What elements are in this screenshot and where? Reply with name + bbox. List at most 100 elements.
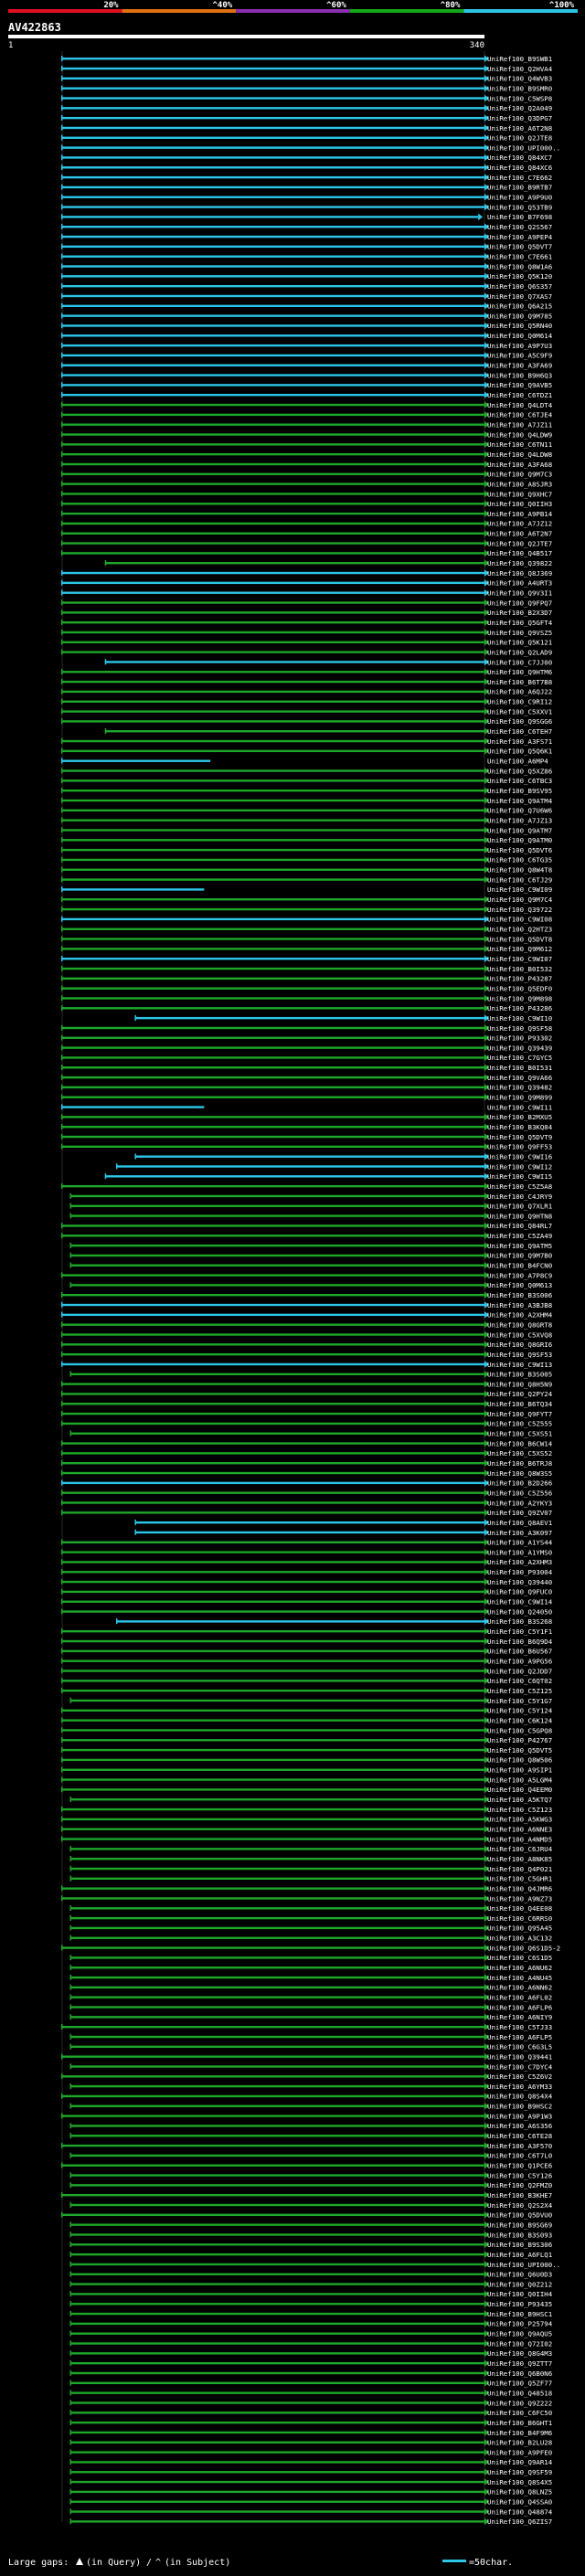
hit-label[interactable]: UniRef100_C6TEH7 [487,727,552,736]
hit-label[interactable]: UniRef100_A5KTQ7 [487,1796,552,1804]
hit-row[interactable]: UniRef100_C5XS51 [69,1430,553,1438]
hit-row[interactable]: UniRef100_B9SG69 [69,2221,553,2229]
hit-row[interactable]: UniRef100_B6TQ34 [61,1400,553,1408]
hit-label[interactable]: UniRef100_C5XS52 [487,1449,552,1458]
hit-row[interactable]: UniRef100_C6K124 [61,1716,553,1724]
hit-row[interactable]: UniRef100_Q6B0N6 [69,2369,553,2378]
hit-label[interactable]: UniRef100_Q9FUC0 [487,1588,552,1596]
hit-row[interactable]: UniRef100_Q5ZF77 [69,2380,553,2388]
hit-row[interactable]: UniRef100_C9WI11 [61,1103,552,1111]
hit-row[interactable]: UniRef100_Q5GFT4 [61,619,553,627]
hit-row[interactable]: UniRef100_Q1PCE6 [61,2162,552,2170]
hit-label[interactable]: UniRef100_B2D266 [487,1479,552,1488]
hit-label[interactable]: UniRef100_A6NIY9 [487,2013,552,2021]
hit-row[interactable]: UniRef100_B7F698 [61,213,552,221]
hit-label[interactable]: UniRef100_Q6S357 [487,282,552,291]
hit-label[interactable]: UniRef100_C5Z556 [487,1489,552,1497]
hit-label[interactable]: UniRef100_B2LU28 [487,2439,552,2447]
hit-label[interactable]: UniRef100_A6MP4 [487,758,548,766]
hit-row[interactable]: UniRef100_Q5DVT5 [61,1746,552,1754]
hit-row[interactable]: UniRef100_Q9M785 [61,312,552,320]
hit-label[interactable]: UniRef100_A6T2N8 [487,124,552,133]
hit-label[interactable]: UniRef100_A3BJB8 [487,1301,552,1309]
hit-row[interactable]: UniRef100_B6T7B8 [61,678,552,686]
hit-label[interactable]: UniRef100_A6T2N7 [487,530,552,538]
hit-label[interactable]: UniRef100_Q4LDW8 [487,451,552,459]
hit-label[interactable]: UniRef100_A6QJ22 [487,688,552,696]
hit-label[interactable]: UniRef100_Q5ZF77 [487,2380,552,2388]
hit-row[interactable]: UniRef100_Q9SF53 [61,1351,552,1359]
hit-row[interactable]: UniRef100_Q9VSZ5 [61,629,552,637]
hit-label[interactable]: UniRef100_C9WI10 [487,1014,552,1023]
hit-row[interactable]: UniRef100_Q4B517 [61,549,552,557]
hit-label[interactable]: UniRef100_A1YMS0 [487,1548,552,1556]
hit-row[interactable]: UniRef100_Q39440 [61,1578,552,1586]
hit-row[interactable]: UniRef100_Q8W1A6 [61,262,552,270]
hit-label[interactable]: UniRef100_A7JZ11 [487,420,552,429]
hit-label[interactable]: UniRef100_A3FA69 [487,362,552,370]
hit-row[interactable]: UniRef100_P25794 [69,2320,553,2328]
hit-row[interactable]: UniRef100_A6QJ22 [61,688,552,696]
hit-row[interactable]: UniRef100_A7JZ13 [61,816,552,824]
hit-label[interactable]: UniRef100_A3F570 [487,2142,552,2150]
hit-row[interactable]: UniRef100_Q39439 [61,1044,552,1052]
hit-row[interactable]: UniRef100_Q8S4X4 [61,2093,553,2101]
hit-label[interactable]: UniRef100_C7JJ00 [487,658,552,666]
hit-row[interactable]: UniRef100_Q2FMZ0 [69,2181,553,2189]
hit-label[interactable]: UniRef100_A6S356 [487,2122,552,2130]
hit-row[interactable]: UniRef100_C9WI16 [134,1152,552,1161]
hit-label[interactable]: UniRef100_Q39722 [487,906,552,914]
hit-row[interactable]: UniRef100_B6GHT1 [69,2419,553,2427]
hit-label[interactable]: UniRef100_C6FC50 [487,2409,552,2417]
hit-row[interactable]: UniRef100_Q0M613 [69,1281,553,1289]
hit-row[interactable]: UniRef100_Q8LNZ5 [69,2488,553,2496]
hit-label[interactable]: UniRef100_B3KQ84 [487,1123,553,1131]
hit-label[interactable]: UniRef100_A9P1W3 [487,2112,552,2120]
hit-label[interactable]: UniRef100_A7JZ13 [487,816,552,824]
hit-label[interactable]: UniRef100_A6NU62 [487,1964,552,1972]
hit-row[interactable]: UniRef100_B6TRJ8 [61,1459,552,1468]
hit-row[interactable]: UniRef100_A9P9U0 [61,194,552,202]
hit-row[interactable]: UniRef100_Q9HTM6 [61,668,552,676]
hit-row[interactable]: UniRef100_C6TJE4 [61,411,553,419]
hit-row[interactable]: UniRef100_Q9SF59 [69,2468,553,2476]
hit-label[interactable]: UniRef100_Q8W4T8 [487,866,552,875]
hit-row[interactable]: UniRef100_Q9SGG6 [61,717,552,726]
hit-row[interactable]: UniRef100_Q9M612 [61,945,552,953]
hit-label[interactable]: UniRef100_C9WI15 [487,1172,552,1181]
hit-row[interactable]: UniRef100_B0I532 [61,965,552,973]
hit-label[interactable]: UniRef100_A6NN62 [487,1984,552,1992]
hit-label[interactable]: UniRef100_A7JZ12 [487,520,552,528]
hit-label[interactable]: UniRef100_B6TQ34 [487,1400,553,1408]
hit-label[interactable]: UniRef100_A2XHM4 [487,1311,553,1320]
hit-row[interactable]: UniRef100_Q4EE08 [69,1904,553,1913]
hit-row[interactable]: UniRef100_Q9XHC7 [61,490,552,498]
hit-label[interactable]: UniRef100_C5Z555 [487,1420,552,1428]
hit-label[interactable]: UniRef100_A1YS44 [487,1539,553,1547]
hit-row[interactable]: UniRef100_B9S306 [69,2241,553,2249]
hit-label[interactable]: UniRef100_Q9M785 [487,312,552,320]
hit-row[interactable]: UniRef100_Q5K120 [61,272,552,281]
hit-label[interactable]: UniRef100_B4F9M6 [487,2429,552,2437]
hit-label[interactable]: UniRef100_Q5RN40 [487,322,552,330]
hit-label[interactable]: UniRef100_C5Z5A8 [487,1182,552,1191]
hit-row[interactable]: UniRef100_Q4JMR6 [61,1884,552,1892]
hit-label[interactable]: UniRef100_C9WI12 [487,1162,552,1171]
hit-label[interactable]: UniRef100_Q4LDT4 [487,401,553,409]
hit-row[interactable]: UniRef100_A5KWG3 [61,1816,552,1824]
hit-row[interactable]: UniRef100_C6TG35 [61,856,552,864]
hit-label[interactable]: UniRef100_C7E661 [487,252,552,260]
hit-row[interactable]: UniRef100_A4NMD5 [61,1835,552,1843]
hit-label[interactable]: UniRef100_A6YM33 [487,2083,552,2091]
hit-row[interactable]: UniRef100_A5LGM4 [61,1776,553,1784]
hit-label[interactable]: UniRef100_Q9AR14 [487,2458,553,2466]
hit-label[interactable]: UniRef100_B3S268 [487,1617,552,1626]
hit-label[interactable]: UniRef100_A9P9U0 [487,194,552,202]
hit-row[interactable]: UniRef100_P43287 [61,975,552,983]
hit-label[interactable]: UniRef100_Q8W506 [487,1756,552,1765]
hit-label[interactable]: UniRef100_Q8AEV1 [487,1519,552,1527]
hit-label[interactable]: UniRef100_C9WI08 [487,916,552,924]
hit-row[interactable]: UniRef100_Q48874 [69,2507,553,2516]
hit-row[interactable]: UniRef100_C5ZA49 [61,1232,552,1240]
hit-row[interactable]: UniRef100_C6TDZ1 [61,391,552,399]
